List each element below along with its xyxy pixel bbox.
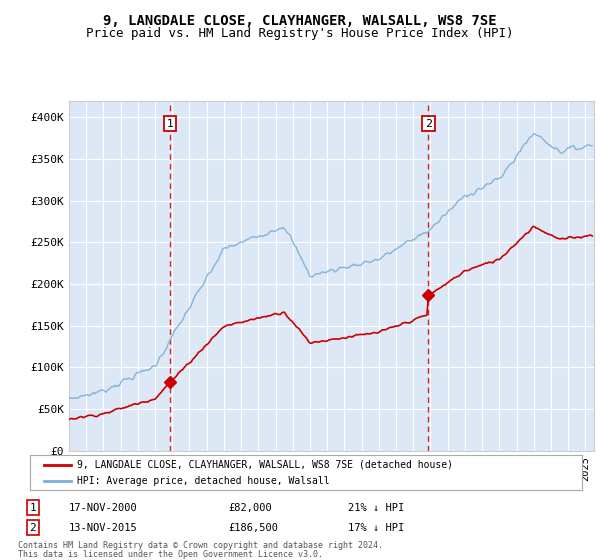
Text: 2: 2 (29, 522, 37, 533)
Text: 21% ↓ HPI: 21% ↓ HPI (348, 503, 404, 513)
Text: This data is licensed under the Open Government Licence v3.0.: This data is licensed under the Open Gov… (18, 550, 323, 559)
Text: 17-NOV-2000: 17-NOV-2000 (69, 503, 138, 513)
Text: 9, LANGDALE CLOSE, CLAYHANGER, WALSALL, WS8 7SE: 9, LANGDALE CLOSE, CLAYHANGER, WALSALL, … (103, 14, 497, 28)
Text: £82,000: £82,000 (228, 503, 272, 513)
Text: HPI: Average price, detached house, Walsall: HPI: Average price, detached house, Wals… (77, 475, 329, 486)
Text: 1: 1 (29, 503, 37, 513)
Text: Contains HM Land Registry data © Crown copyright and database right 2024.: Contains HM Land Registry data © Crown c… (18, 541, 383, 550)
Text: 2: 2 (425, 119, 432, 129)
Text: 17% ↓ HPI: 17% ↓ HPI (348, 522, 404, 533)
Text: 1: 1 (167, 119, 174, 129)
Text: 9, LANGDALE CLOSE, CLAYHANGER, WALSALL, WS8 7SE (detached house): 9, LANGDALE CLOSE, CLAYHANGER, WALSALL, … (77, 460, 453, 470)
Text: £186,500: £186,500 (228, 522, 278, 533)
Text: 13-NOV-2015: 13-NOV-2015 (69, 522, 138, 533)
Text: Price paid vs. HM Land Registry's House Price Index (HPI): Price paid vs. HM Land Registry's House … (86, 27, 514, 40)
